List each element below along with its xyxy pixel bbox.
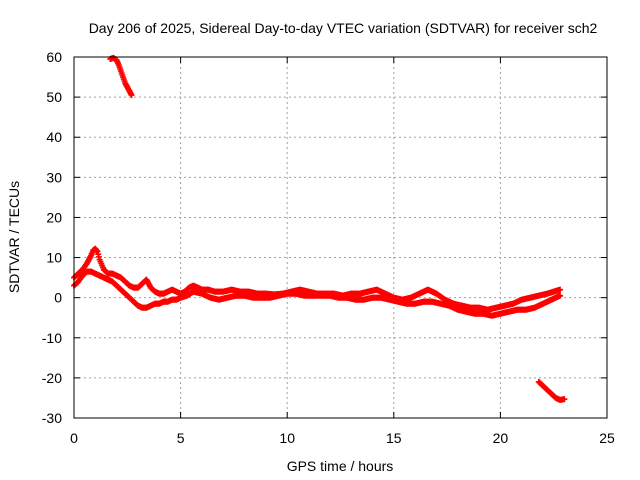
data-point-track-high bbox=[128, 92, 135, 99]
y-tick-label: 50 bbox=[46, 89, 62, 105]
tick-labels: 0 5 10 15 20 25 -30 -20 -10 0 10 20 30 40 50 60 bbox=[42, 49, 615, 446]
y-axis-label: SDTVAR / TECUs bbox=[6, 181, 22, 293]
y-tick-label: 60 bbox=[46, 49, 62, 65]
y-tick-label: 10 bbox=[46, 250, 62, 266]
y-tick-label: 0 bbox=[54, 290, 62, 306]
data-point-track-lower bbox=[557, 292, 564, 299]
x-tick-label: 15 bbox=[386, 430, 402, 446]
x-tick-label: 0 bbox=[70, 430, 78, 446]
x-tick-label: 10 bbox=[279, 430, 295, 446]
y-tick-label: 20 bbox=[46, 209, 62, 225]
data-point-track-negative bbox=[561, 396, 568, 403]
y-tick-label: 40 bbox=[46, 129, 62, 145]
y-tick-label: -30 bbox=[42, 410, 62, 426]
x-tick-label: 25 bbox=[599, 430, 615, 446]
x-tick-label: 5 bbox=[177, 430, 185, 446]
data-point-track-upper bbox=[557, 286, 564, 293]
x-axis-label: GPS time / hours bbox=[287, 458, 394, 474]
chart-title: Day 206 of 2025, Sidereal Day-to-day VTE… bbox=[89, 20, 598, 36]
y-tick-label: -20 bbox=[42, 370, 62, 386]
data-points bbox=[71, 54, 568, 403]
y-tick-label: -10 bbox=[42, 330, 62, 346]
x-tick-label: 20 bbox=[493, 430, 509, 446]
plot-frame bbox=[73, 56, 608, 419]
y-tick-label: 30 bbox=[46, 169, 62, 185]
